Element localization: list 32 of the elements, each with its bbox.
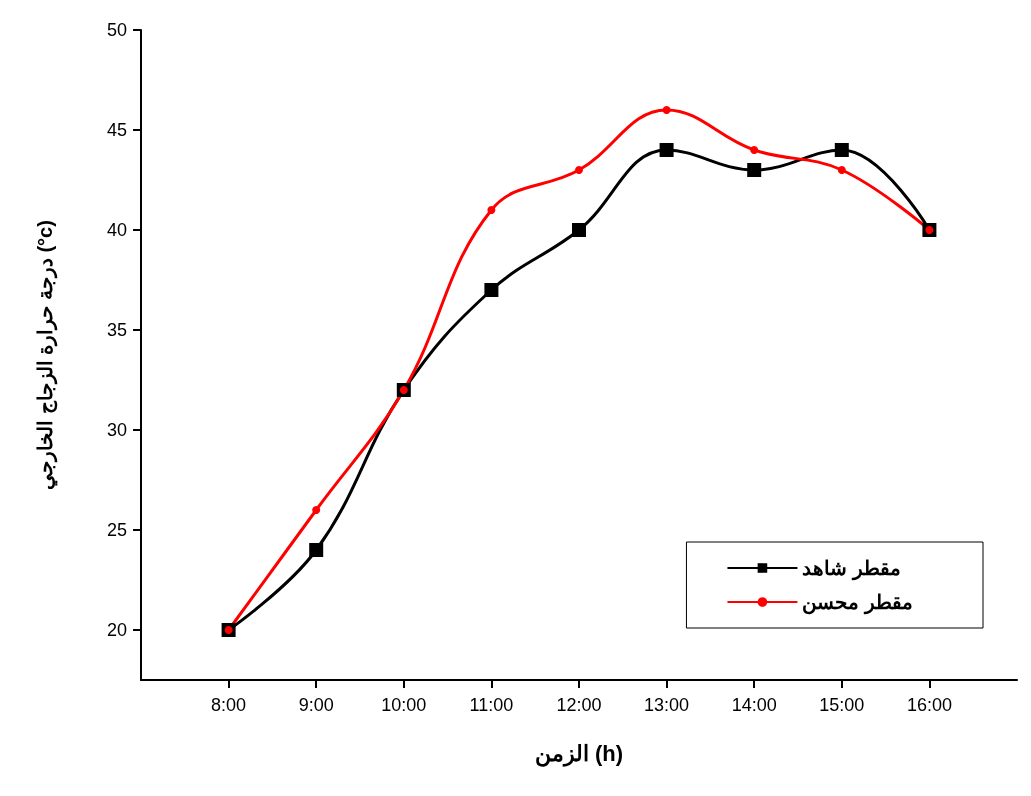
x-tick-label: 13:00 — [644, 695, 690, 715]
x-tick-label: 10:00 — [381, 695, 427, 715]
point — [747, 163, 762, 177]
x-tick-label: 9:00 — [298, 695, 334, 715]
point — [572, 223, 586, 237]
point — [750, 146, 759, 154]
point — [837, 166, 846, 174]
point — [575, 166, 583, 174]
x-tick-label: 16:00 — [906, 695, 952, 715]
y-axis-title: درجة حرارة الزجاج الخارجي (°c) — [34, 220, 58, 490]
x-tick-label: 11:00 — [469, 695, 514, 715]
x-tick-label: 15:00 — [819, 695, 865, 715]
x-tick-label: 12:00 — [556, 695, 602, 715]
point — [309, 543, 324, 557]
point — [487, 206, 496, 214]
point — [662, 106, 671, 114]
y-tick-label: 30 — [106, 420, 127, 440]
y-tick-label: 40 — [106, 220, 127, 240]
point — [834, 143, 849, 157]
y-tick-label: 20 — [106, 620, 127, 640]
point — [312, 506, 321, 514]
legend-label: مقطر شاهد — [802, 557, 902, 581]
point — [659, 143, 674, 157]
y-tick-label: 50 — [106, 20, 127, 40]
point — [484, 283, 499, 297]
x-tick-label: 14:00 — [731, 695, 777, 715]
y-tick-label: 25 — [106, 520, 127, 540]
legend-label: مقطر محسن — [802, 591, 914, 615]
y-tick-label: 35 — [106, 320, 127, 340]
y-tick-label: 45 — [106, 120, 127, 140]
x-tick-label: 8:00 — [211, 695, 247, 715]
x-axis-title: الزمن (h) — [534, 740, 624, 767]
